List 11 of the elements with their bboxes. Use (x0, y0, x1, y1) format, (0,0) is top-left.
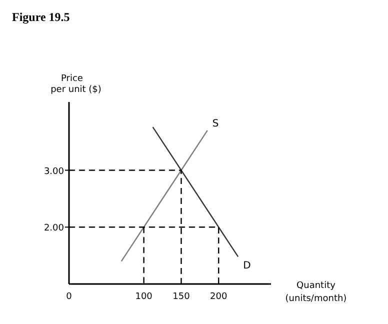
x-tick-label: 0 (66, 292, 72, 302)
x-axis-title: Quantity (units/month) (285, 281, 347, 304)
y-axis-title: Price per unit ($) (50, 74, 102, 95)
x-tick-label: 200 (210, 292, 228, 302)
x-tick-label: 100 (135, 292, 153, 302)
chart-title: Figure 19.5 (12, 10, 70, 24)
y-tick-label: 3.00 (44, 166, 64, 177)
series-label: D (243, 260, 252, 272)
x-tick-label: 150 (172, 292, 190, 302)
y-tick-label: 2.00 (44, 224, 64, 234)
series-label: S (212, 118, 219, 130)
